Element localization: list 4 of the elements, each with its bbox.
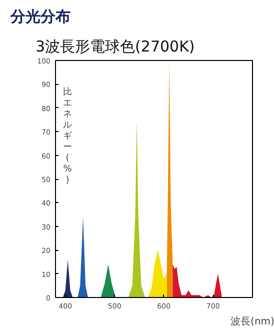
x-axis-title: 波長(nm) (230, 316, 274, 328)
text: 比エネルギー(%) (63, 88, 72, 186)
chart-subtitle: 3波長形電球色(2700K) (36, 38, 195, 56)
chart-title: 分光分布 (10, 8, 70, 26)
